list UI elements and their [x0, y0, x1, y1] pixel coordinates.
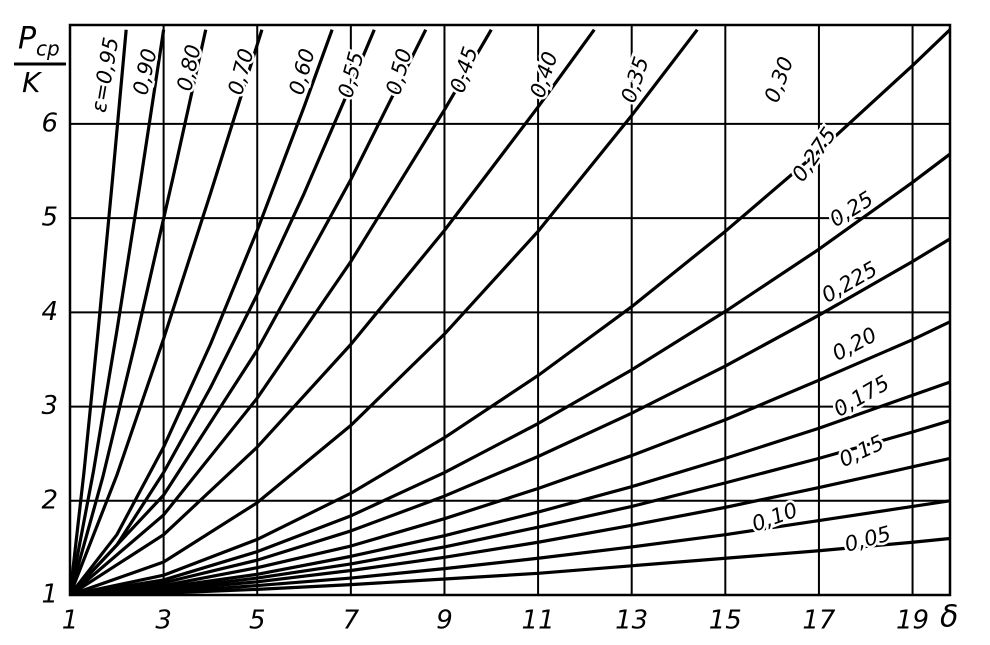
curve	[70, 499, 950, 595]
x-tick-label: 3	[155, 606, 172, 636]
curve-label: 0,275	[787, 123, 841, 186]
curve-label: 0,90	[128, 46, 161, 97]
curve	[70, 380, 950, 595]
x-tick-label: 9	[436, 606, 453, 636]
x-tick-label: 17	[802, 606, 836, 636]
curve-label: 0,05	[842, 521, 893, 556]
y-tick-label: 3	[41, 391, 58, 421]
curve	[70, 28, 493, 595]
curve-label: 0,35	[616, 54, 653, 106]
curve	[70, 28, 950, 595]
curve	[70, 237, 950, 595]
curve-label: 0,225	[817, 257, 881, 308]
x-tick-label: 5	[249, 606, 266, 636]
curve	[70, 28, 596, 595]
curve	[70, 536, 950, 595]
curve-label: 0,55	[333, 49, 368, 100]
y-tick-label: 4	[41, 297, 58, 327]
y-axis-label: P ср K	[14, 22, 66, 99]
x-tick-label: 1	[62, 606, 79, 636]
curve	[70, 29, 264, 595]
x-tick-label: 19	[896, 606, 929, 636]
curve-label: 0,40	[525, 49, 562, 101]
x-tick-label: 13	[615, 606, 648, 636]
curve-label: 0,20	[828, 323, 881, 366]
curve-label: 0,45	[445, 44, 482, 96]
curve	[70, 29, 166, 595]
curve	[70, 152, 950, 595]
curve-label: 0,60	[284, 46, 319, 97]
curve-label: 0,70	[223, 46, 258, 97]
curve-label: 0,50	[381, 46, 416, 97]
y-tick-label: 6	[41, 108, 58, 138]
plot-frame	[68, 23, 952, 597]
curve	[70, 28, 699, 595]
curve	[70, 28, 428, 595]
x-axis-label: δ	[940, 600, 958, 635]
y-label-subscript: ср	[36, 37, 60, 61]
y-label-symbol: P	[18, 22, 37, 57]
curves	[70, 28, 950, 595]
x-tick-label: 15	[709, 606, 742, 636]
x-tick-label: 11	[522, 606, 555, 636]
curve	[70, 29, 208, 595]
curve-label: 0,10	[749, 498, 801, 537]
y-tick-label: 1	[41, 580, 58, 610]
curve	[70, 29, 376, 595]
y-tick-label: 2	[41, 485, 58, 515]
curve-label: ε=0,95	[87, 35, 124, 114]
curve	[70, 29, 128, 595]
y-tick-label: 5	[41, 203, 58, 233]
curve	[70, 320, 950, 595]
curve	[70, 29, 334, 595]
curve-label: 0,80	[172, 42, 205, 93]
curve	[70, 419, 950, 595]
curve	[70, 456, 950, 595]
curve-label: 0,15	[835, 430, 888, 472]
x-tick-label: 7	[343, 606, 360, 636]
curve-label: 0,30	[760, 54, 799, 106]
y-label-denominator: K	[22, 66, 43, 99]
